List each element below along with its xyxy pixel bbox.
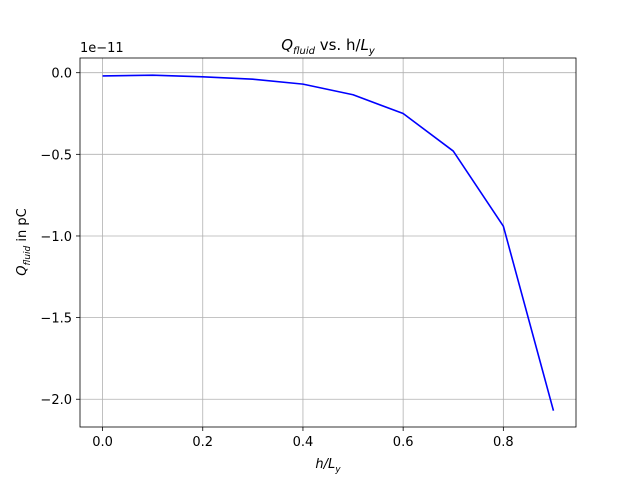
series-line — [102, 74, 555, 411]
x-tick-label: 0.0 — [92, 435, 113, 450]
series-layer — [102, 74, 555, 411]
title-q: Q — [281, 36, 293, 54]
plot-frame — [79, 57, 577, 428]
y-tick-label: −2.0 — [40, 393, 72, 408]
x-tick-label: 0.4 — [293, 435, 314, 450]
y-offset-label: 1e−11 — [80, 41, 124, 56]
y-tick-label: −0.5 — [40, 148, 72, 163]
grid-lines — [80, 58, 576, 427]
y-axis-label: Qfluid in pC — [15, 208, 33, 275]
y-axis-label-subscript: fluid — [23, 245, 33, 265]
title-middle: vs. h/ — [315, 36, 362, 54]
y-tick-label: −1.5 — [40, 312, 72, 327]
x-axis-label-subscript: y — [334, 465, 341, 475]
x-tick-label: 0.6 — [393, 435, 414, 450]
x-tick-label: 0.8 — [493, 435, 514, 450]
x-tick-label: 0.2 — [192, 435, 213, 450]
y-tick-label: −1.0 — [40, 230, 72, 245]
title-l: L — [361, 36, 369, 54]
y-tick-label: 0.0 — [51, 67, 72, 82]
x-axis-label: h/Ly — [315, 457, 341, 475]
title-q-subscript: fluid — [293, 46, 316, 57]
y-axis-label-rest: in pC — [15, 208, 30, 245]
chart-title: Qfluid vs. h/Ly — [281, 36, 376, 57]
x-axis-label-main: h/L — [315, 457, 335, 472]
y-axis-label-q: Q — [15, 265, 30, 275]
title-l-subscript: y — [368, 46, 376, 57]
axis-ticks: 0.0 0.2 0.4 0.6 0.8 0.0 −0.5 −1.0 −1.5 −2.0 — [40, 67, 513, 450]
